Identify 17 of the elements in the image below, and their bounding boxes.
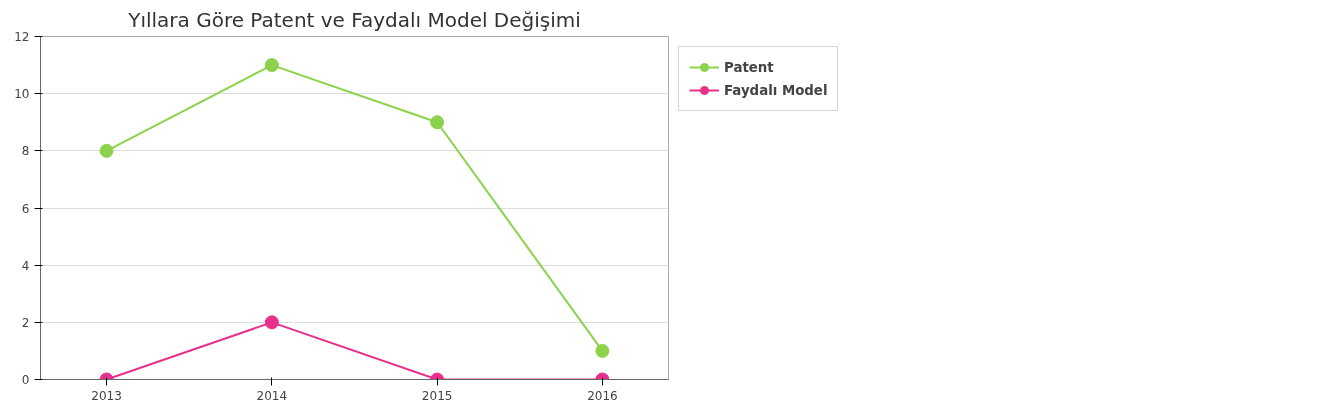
y-tick-label: 0	[21, 373, 30, 387]
point	[430, 115, 445, 130]
x-tick-label: 2016	[587, 388, 618, 403]
y-tick-label: 12	[14, 30, 30, 44]
y-tick-label: 6	[21, 201, 30, 216]
y-tick-label: 8	[21, 144, 30, 159]
y-tick-label: 4	[21, 258, 30, 273]
x-tick-label: 2013	[91, 388, 122, 403]
y-tick-label: 2	[21, 315, 30, 330]
legend-label: Patent	[724, 59, 774, 75]
x-tick-label: 2015	[421, 388, 453, 403]
x-tick-label: 2014	[256, 388, 288, 403]
legend-label: Faydalı Model	[724, 82, 828, 98]
chart-title: Yıllara Göre Patent ve Faydalı Model Değişimi	[127, 7, 581, 32]
point	[99, 143, 114, 158]
point	[264, 58, 279, 73]
y-tick-label: 10	[14, 87, 30, 102]
